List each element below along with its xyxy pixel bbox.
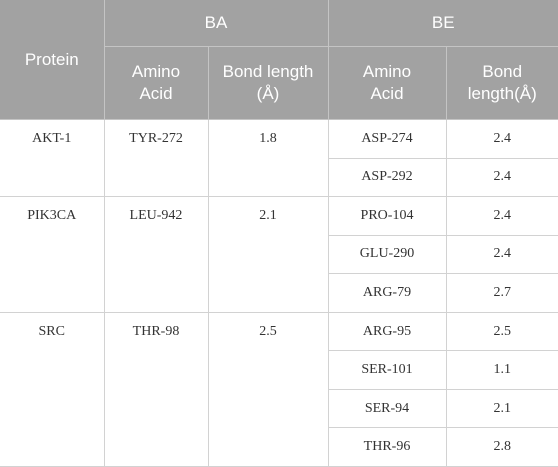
column-header-text: Amino Acid — [131, 62, 181, 103]
ba-amino-cell: THR-98 — [103, 311, 209, 467]
be-bond-cell: 2.4 — [445, 234, 558, 275]
ba-bond-cell: 1.8 — [207, 118, 329, 198]
protein-header: Protein — [0, 0, 105, 120]
be-bond-cell: 2.1 — [445, 388, 558, 429]
column-header-text: Bond length(Å) — [467, 62, 537, 103]
table-row: THR-96 2.8 — [0, 427, 558, 467]
column-header: Bond length(Å) — [445, 46, 558, 120]
be-amino-cell: SER-94 — [328, 388, 447, 429]
column-header: Amino Acid — [104, 46, 209, 120]
ba-amino-cell: TYR-272 — [103, 118, 209, 198]
be-bond-cell: 2.7 — [445, 273, 558, 313]
be-amino-cell: THR-96 — [328, 427, 447, 467]
be-bond-cell: 2.4 — [445, 157, 558, 198]
table-row: PIK3CA LEU-942 2.1 PRO-104 2.4 — [0, 196, 558, 313]
table-row: SER-101 1.1 — [0, 350, 558, 390]
ba-bond-cell: 2.1 — [207, 196, 329, 313]
be-bond-cell: 1.1 — [445, 350, 558, 390]
column-header: Bond length (Å) — [207, 46, 329, 120]
table-body: AKT-1 TYR-272 1.8 ASP-274 2.4 ASP-292 2.4 PIK3C… — [0, 118, 558, 467]
be-amino-cell: ASP-274 — [327, 119, 447, 159]
be-bond-cell: 2.4 — [445, 196, 558, 236]
be-amino-cell: SER-101 — [328, 350, 447, 390]
ba-amino-cell: LEU-942 — [103, 196, 209, 313]
be-bond-cell: 2.4 — [445, 119, 558, 159]
be-amino-cell: GLU-290 — [328, 234, 447, 275]
ba-bond-cell: 2.5 — [207, 311, 329, 467]
table-row: AKT-1 TYR-272 1.8 ASP-274 2.4 — [0, 118, 558, 198]
group-header: BA — [103, 0, 329, 47]
table-row: ASP-292 2.4 — [0, 157, 558, 198]
be-amino-cell: PRO-104 — [327, 196, 447, 236]
be-amino-cell: ARG-95 — [327, 311, 447, 352]
protein-cell: SRC — [0, 311, 105, 467]
protein-cell: AKT-1 — [0, 118, 105, 198]
table-row: SRC THR-98 2.5 ARG-95 2.5 — [0, 311, 558, 467]
be-bond-cell: 2.5 — [445, 311, 558, 352]
be-amino-cell: ASP-292 — [328, 157, 447, 198]
be-bond-cell: 2.8 — [445, 427, 558, 467]
be-amino-cell: ARG-79 — [328, 273, 447, 313]
group-header: BE — [327, 0, 558, 47]
column-header: Amino Acid — [327, 46, 447, 120]
table-row: SER-94 2.1 — [0, 388, 558, 429]
protein-cell: PIK3CA — [0, 196, 105, 313]
column-header-text: Bond length (Å) — [222, 62, 314, 103]
column-header-text: Amino Acid — [362, 62, 412, 103]
